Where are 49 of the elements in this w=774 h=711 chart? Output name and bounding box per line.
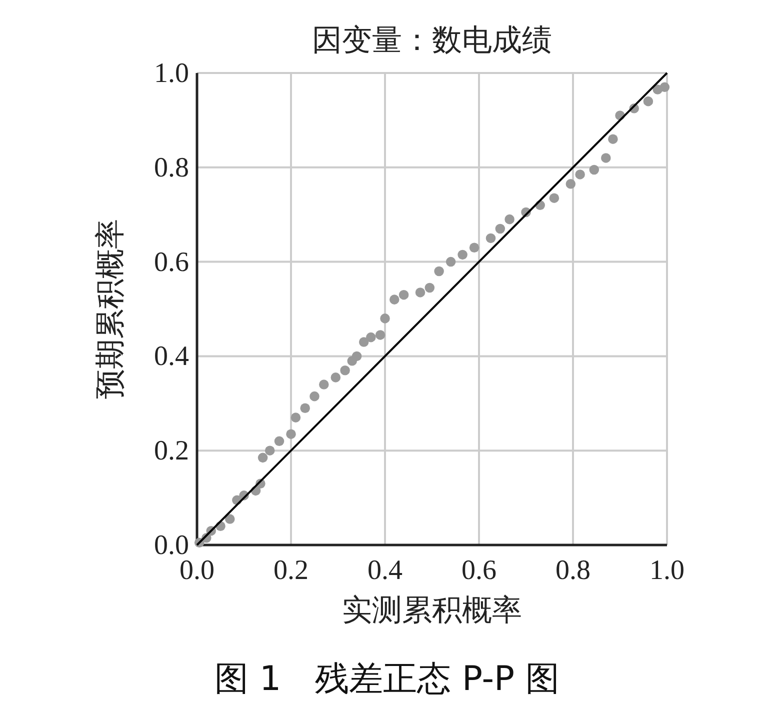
y-tick-label: 0.6 <box>154 246 189 278</box>
x-tick-label: 1.0 <box>650 554 684 586</box>
y-axis-title: 预期累积概率 <box>94 219 127 399</box>
point <box>434 266 444 276</box>
point <box>340 365 350 376</box>
point <box>366 332 376 342</box>
point <box>300 403 310 413</box>
point <box>264 446 275 456</box>
point <box>458 250 468 260</box>
chart-title: 因变量：数电成绩 <box>312 24 552 57</box>
point <box>358 337 369 347</box>
point <box>566 179 576 189</box>
point <box>549 193 560 203</box>
x-tick-label: 0.2 <box>274 554 308 586</box>
point <box>380 314 390 324</box>
point <box>446 256 456 267</box>
point <box>290 412 301 422</box>
y-tick-label: 0.2 <box>154 436 189 467</box>
point <box>258 452 268 463</box>
caption: 图 1 残差正态 P-P 图 <box>214 659 560 699</box>
point <box>424 282 435 293</box>
point <box>608 134 618 144</box>
point <box>225 514 235 524</box>
point <box>643 96 654 106</box>
point <box>330 372 341 382</box>
point <box>286 429 296 439</box>
x-tick-label: 0.4 <box>368 554 402 586</box>
x-axis-title: 实测累积概率 <box>342 594 522 627</box>
y-tick-label: 0.4 <box>154 341 189 372</box>
point <box>660 82 670 92</box>
point <box>398 290 409 300</box>
point <box>415 288 426 298</box>
point <box>469 242 480 253</box>
x-tick-label: 0.6 <box>462 554 496 586</box>
point <box>319 380 329 390</box>
x-tick-label: 0.8 <box>556 554 590 586</box>
point <box>495 224 506 234</box>
y-tick-label: 0.8 <box>154 152 189 184</box>
point <box>504 214 514 224</box>
point <box>601 153 611 163</box>
point <box>575 170 585 180</box>
point <box>589 164 600 175</box>
y-tick-label: 1.0 <box>154 58 189 89</box>
point <box>486 233 496 244</box>
point <box>352 351 362 362</box>
point <box>274 436 284 446</box>
point <box>375 330 386 340</box>
point <box>310 391 320 402</box>
point <box>390 294 400 304</box>
